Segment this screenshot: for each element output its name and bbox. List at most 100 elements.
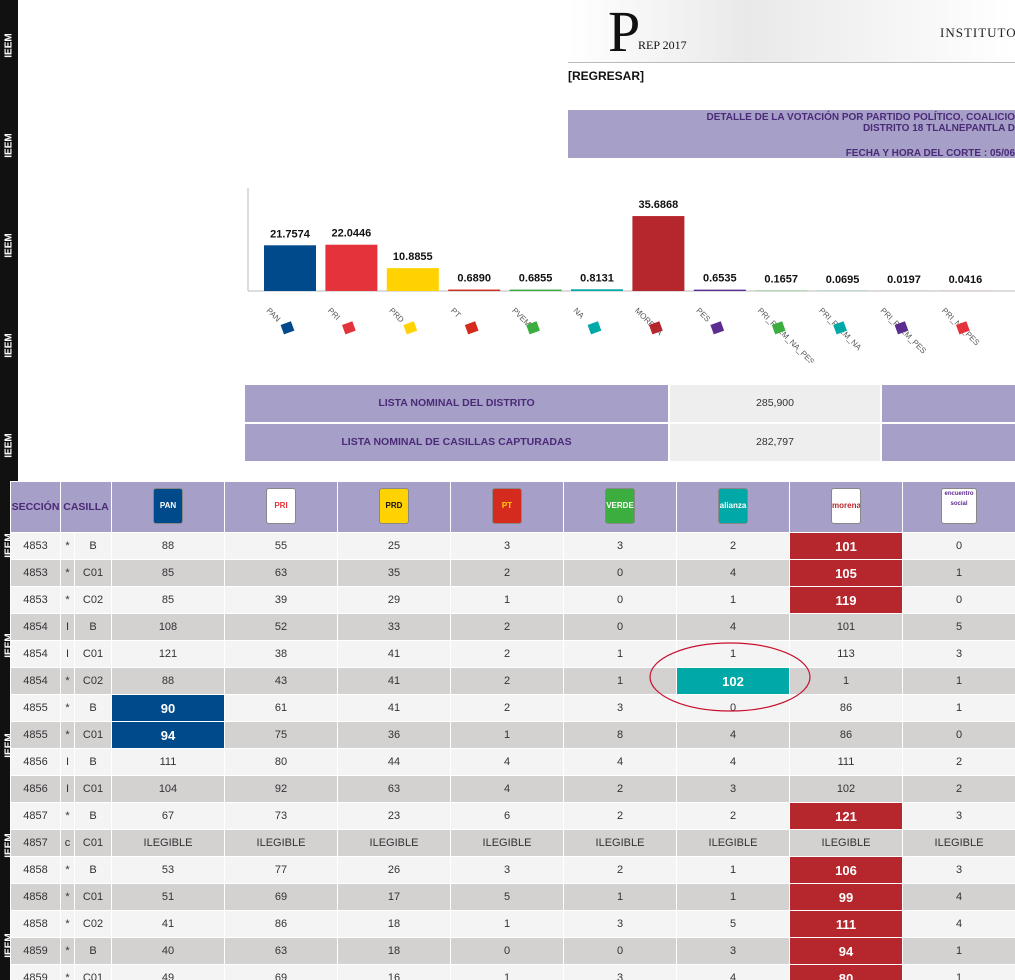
cell: 2 (676, 532, 790, 560)
cell: 49 (111, 964, 225, 980)
row: 4858 * B 53 77 26 3 2 1 106 3 (10, 856, 1015, 884)
cell: 0 (563, 559, 677, 587)
cell: 18 (337, 937, 451, 965)
cell: 2 (676, 802, 790, 830)
cell: 36 (337, 721, 451, 749)
cell: C01 (74, 883, 112, 911)
cell: 73 (224, 802, 338, 830)
cell: 25 (337, 532, 451, 560)
sidebar-label: IEEM (3, 33, 15, 58)
cell: ILEGIBLE (902, 829, 1015, 857)
sidebar-label: IEEM (3, 433, 15, 458)
cell: 1 (676, 883, 790, 911)
cell: B (74, 694, 112, 722)
cell: 0 (563, 937, 677, 965)
cell: 3 (676, 937, 790, 965)
cell: 17 (337, 883, 451, 911)
cell: 1 (676, 586, 790, 614)
cell: 69 (224, 883, 338, 911)
value-label: 0.8131 (580, 272, 614, 284)
cell: 61 (224, 694, 338, 722)
cell: 4853 (10, 586, 61, 614)
value-label: 0.0197 (887, 274, 921, 286)
cell: ILEGIBLE (111, 829, 225, 857)
row: 4858 * C01 51 69 17 5 1 1 99 4 (10, 883, 1015, 911)
cell: 2 (563, 856, 677, 884)
banner-line: DISTRITO 18 TLALNEPANTLA D (862, 123, 1015, 134)
column-header: morena (789, 481, 903, 533)
cell: 2 (563, 775, 677, 803)
cell: 1 (563, 667, 677, 695)
party-icon (341, 321, 356, 335)
cell: 4 (450, 748, 564, 776)
cell: 3 (450, 532, 564, 560)
back-link[interactable]: [REGRESAR] (568, 69, 645, 83)
cell: 92 (224, 775, 338, 803)
cell: 4 (902, 883, 1015, 911)
cell: 5 (450, 883, 564, 911)
cell: 2 (902, 748, 1015, 776)
cell: * (60, 802, 75, 830)
party-icon (894, 321, 909, 335)
party-icon (955, 321, 970, 335)
cell: * (60, 559, 75, 587)
cell: 121 (789, 802, 903, 830)
cell: I (60, 748, 75, 776)
cell: 0 (563, 586, 677, 614)
cell: 80 (789, 964, 903, 980)
column-header: PRI (224, 481, 338, 533)
column-header: encuentro social (902, 481, 1015, 533)
cell: 85 (111, 586, 225, 614)
cell: C01 (74, 721, 112, 749)
party-logo: alianza (718, 487, 748, 524)
cell: 1 (450, 586, 564, 614)
row: 4855 * C01 94 75 36 1 8 4 86 0 (10, 721, 1015, 749)
cell: 4856 (10, 748, 61, 776)
row: 4856 I B 111 80 44 4 4 4 111 2 (10, 748, 1015, 776)
cell: 0 (563, 613, 677, 641)
cell: 121 (111, 640, 225, 668)
cell: B (74, 937, 112, 965)
cell: 86 (789, 694, 903, 722)
party-logo: encuentro social (941, 487, 977, 524)
party-logo: PRD (379, 487, 409, 524)
nominal-extra (882, 385, 1015, 422)
cell: 3 (450, 856, 564, 884)
cell: 86 (789, 721, 903, 749)
row: 4859 * C01 49 69 16 1 3 4 80 1 (10, 964, 1015, 980)
bar (509, 289, 562, 291)
cell: 2 (450, 667, 564, 695)
cell: 4857 (10, 829, 61, 857)
cell: 88 (111, 667, 225, 695)
cell: 90 (111, 694, 225, 722)
cell: 1 (902, 667, 1015, 695)
table: SECCIÓN CASILLA PAN PRI PRD PT VERDE alianza mor… (10, 481, 1015, 980)
cell: ILEGIBLE (450, 829, 564, 857)
cell: 86 (224, 910, 338, 938)
cell: 4857 (10, 802, 61, 830)
cell: 4 (902, 910, 1015, 938)
cell: C01 (74, 964, 112, 980)
row: 4854 * C02 88 43 41 2 1 102 1 1 (10, 667, 1015, 695)
cell: C01 (74, 640, 112, 668)
cell: 3 (676, 775, 790, 803)
highlight-ellipse (649, 642, 811, 712)
cell: 108 (111, 613, 225, 641)
cell: 55 (224, 532, 338, 560)
cell: 29 (337, 586, 451, 614)
cell: 0 (450, 937, 564, 965)
row: 4853 * B 88 55 25 3 3 2 101 0 (10, 532, 1015, 560)
cell: 38 (224, 640, 338, 668)
value-label: 10.8855 (393, 251, 433, 263)
cell: 4858 (10, 883, 61, 911)
bar (448, 289, 501, 291)
cell: 104 (111, 775, 225, 803)
cell: 3 (902, 640, 1015, 668)
banner-line: DETALLE DE LA VOTACIÓN POR PARTIDO POLÍT… (706, 112, 1015, 123)
cell: 4854 (10, 640, 61, 668)
party-logo: PT (492, 487, 522, 524)
cell: 4854 (10, 613, 61, 641)
value-label: 21.7574 (270, 228, 311, 240)
party-icon (771, 321, 786, 335)
cell: 8 (563, 721, 677, 749)
